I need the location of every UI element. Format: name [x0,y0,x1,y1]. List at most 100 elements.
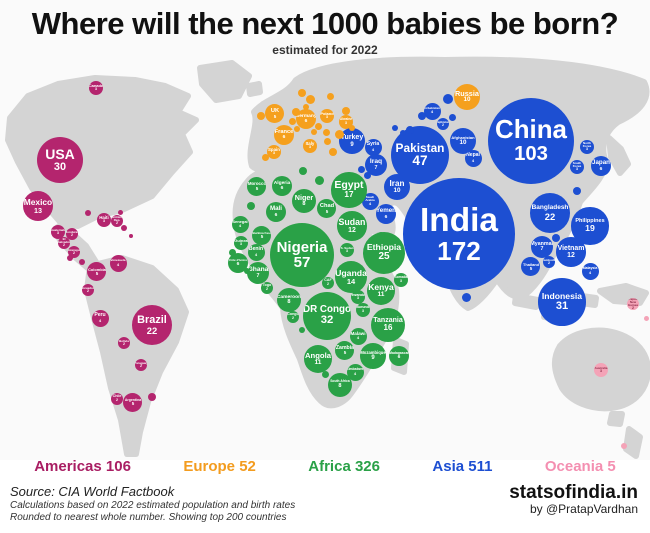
bubble-malaysia: Malaysia 4 [581,262,599,280]
minor-bubble [392,125,398,131]
bubble-country-value: 2 [116,398,118,403]
bubble-country-value: 2 [140,363,142,368]
bubble-poland: Poland 3 [319,108,335,124]
bubble-france: France 6 [273,124,295,146]
bubble-country-value: 8 [302,200,306,207]
bubble-country-value: 5 [260,234,264,240]
bubble-iran: Iran 10 [383,173,411,201]
bubble-country-label: Japan [592,159,610,167]
bubble-mexico: Mexico 13 [22,190,54,222]
bubble-country-label: Côte d'Ivoire [228,257,248,262]
bubble-country-value: 7 [540,245,544,252]
continent-legend: Americas 106 Europe 52 Africa 326 Asia 5… [0,458,650,475]
bubble-country-label: Bangladesh [531,203,569,211]
minor-bubble [79,259,85,265]
bubble-country-label: Colombia [88,266,106,272]
bubble-layer: USA30Canada3Mexico13Haiti3Dominican Rep.… [22,80,649,449]
bubble-country-value: 2 [548,260,550,265]
bubble-country-label: Somalia [394,275,408,280]
bubble-country-value: 6 [274,212,278,218]
bubble-country-label: Ethiopia [366,242,402,253]
bubble-tanzania: Tanzania 16 [371,308,405,342]
bubble-country-label: Egypt [334,179,364,192]
bubble-country-label: Rwanda [350,292,366,298]
bubble-country-label: Guatemala [50,227,66,232]
bubble-canada: Canada 3 [88,80,104,96]
bubble-country-value: 3 [576,167,578,172]
minor-bubble [400,130,406,136]
footer-note-1: Calculations based on 2022 estimated pop… [10,500,296,511]
bubble-country-label: Spain [268,146,280,152]
minor-bubble [288,117,296,125]
bubble-country-value: 3 [586,147,588,152]
bubble-country-value: 4 [356,335,360,341]
bubble-chad: Chad 5 [317,199,337,219]
bubble-country-value: 11 [377,290,385,298]
bubble-country-value: 14 [346,276,356,286]
bubble-country-label: Madagascar [389,350,409,355]
bubble-nicaragua: Nicaragua2 [67,245,80,258]
bubble-country-label: S. Sudan [340,245,354,250]
bubble-burundi: Burundi 3 [355,302,371,318]
bubble-country-label: Togo [262,283,272,288]
minor-bubble [228,248,236,256]
minor-bubble [326,92,334,100]
bubble-country-value: 10 [459,138,467,146]
bubble-country-label: USA [45,146,75,163]
minor-bubble [261,153,269,161]
minor-bubble [85,210,91,216]
bubble-country-value: 57 [293,253,311,271]
bubble-north-korea: North Korea 3 [579,139,595,155]
bubble-country-value: 25 [378,251,390,263]
minor-bubble [299,167,307,175]
legend-africa: Africa 326 [308,458,380,475]
bubble-country-value: 6 [384,214,388,220]
minor-bubble [349,125,355,131]
footer-note-2: Rounded to nearest whole number. Showing… [10,512,287,523]
minor-bubble [418,112,426,120]
bubble-country-label: Burkina Faso [252,231,272,236]
bubble-country-value: 2 [116,221,118,226]
bubble-country-label: Zimbabwe [346,367,364,372]
bubble-country-label: Venezuela [110,258,126,263]
bubble-country-value: 4 [471,157,475,163]
bubble-country-value: 8 [287,298,291,305]
bubble-guinea: Guinea 3 [233,235,249,251]
bubble-country-label: South Africa [330,379,350,384]
legend-americas: Americas 106 [34,458,131,475]
bubble-dr-congo: DR Congo 32 [302,291,352,341]
bubble-country-label: Iraq [369,157,383,165]
bubble-country-value: 2 [442,122,444,127]
minor-bubble [552,234,560,242]
bubble-country-label: Cambodia [543,257,555,262]
bubble-venezuela: Venezuela 4 [109,254,127,272]
bubble-chile: Chile 2 [110,392,123,405]
bubble-rwanda: Rwanda 3 [350,289,366,305]
legend-oceania-value: 5 [607,458,616,475]
bubble-country-value: 6 [397,355,401,361]
minor-bubble [342,107,350,115]
legend-americas-label: Americas [34,458,102,475]
bubble-south-africa: South Africa 8 [327,372,352,397]
world-map: USA30Canada3Mexico13Haiti3Dominican Rep.… [5,56,650,459]
minor-bubble [314,175,324,185]
bubble-country-value: 6 [280,185,284,191]
minor-bubble [129,234,133,238]
bubble-country-label: Chile [112,394,122,399]
bubble-country-label: Mexico [23,197,53,208]
bubble-country-label: Turkey [340,134,364,142]
bubble-cambodia: Cambodia2 [542,255,555,268]
bubble-burkina-faso: Burkina Faso 5 [252,226,272,246]
bubble-country-value: 5 [131,401,135,407]
bubble-country-label: China [495,116,567,145]
page-subtitle: estimated for 2022 [272,43,378,57]
minor-bubble [461,292,471,302]
bubble-japan: Japan 6 [590,155,612,177]
minor-bubble [643,315,649,321]
bubble-country-value: 2 [632,305,634,310]
bubble-country-value: 4 [116,261,120,267]
bubble-country-value: 3 [600,368,602,373]
bubble-country-label: France [274,128,294,135]
minor-bubble [621,443,627,449]
bubble-country-label: Congo [287,312,299,317]
